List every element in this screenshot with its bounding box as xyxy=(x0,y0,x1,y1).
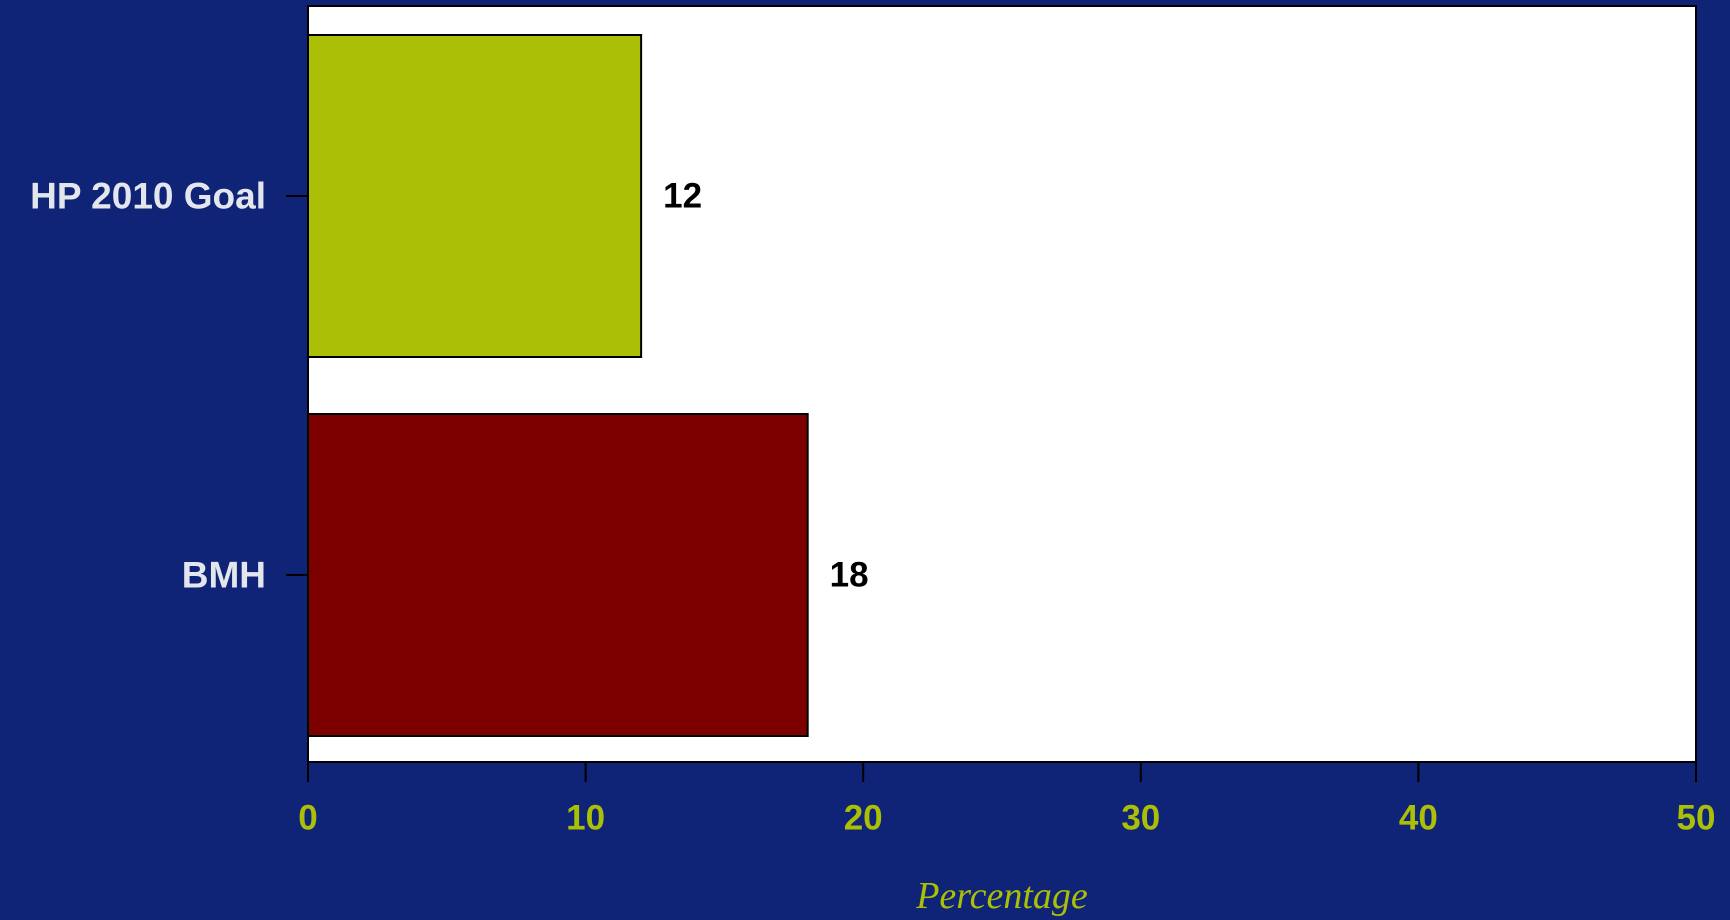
x-tick-label-0: 0 xyxy=(298,799,317,838)
category-label-hp-2010-goal: HP 2010 Goal xyxy=(30,176,266,217)
x-tick-label-30: 30 xyxy=(1121,799,1160,838)
value-label-bmh: 18 xyxy=(830,556,869,595)
x-axis: 0 10 20 30 40 50 xyxy=(298,762,1715,838)
x-tick-label-50: 50 xyxy=(1677,799,1716,838)
bar-bmh xyxy=(307,413,809,737)
category-label-bmh: BMH xyxy=(182,555,266,596)
x-axis-title: Percentage xyxy=(915,875,1088,917)
y-axis: HP 2010 Goal BMH xyxy=(30,176,308,596)
x-tick-label-40: 40 xyxy=(1399,799,1438,838)
value-label-hp-2010-goal: 12 xyxy=(663,177,702,216)
x-tick-label-10: 10 xyxy=(566,799,605,838)
bars-layer: 12 18 xyxy=(307,34,869,737)
x-tick-label-20: 20 xyxy=(844,799,883,838)
bar-hp-2010-goal xyxy=(307,34,643,358)
